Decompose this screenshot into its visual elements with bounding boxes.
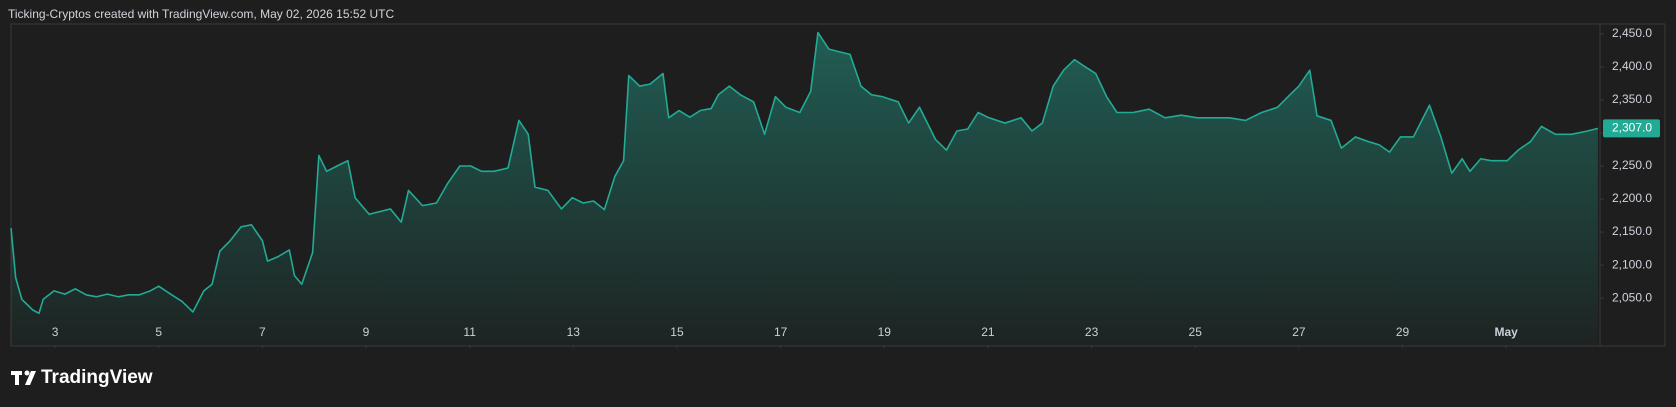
brand-name: TradingView [41,367,153,388]
y-tick-label: 2,350.0 [1612,92,1652,106]
y-tick-label: 2,050.0 [1612,290,1652,304]
last-price-label: 2,307.0 [1612,121,1652,135]
y-tick-label: 2,400.0 [1612,59,1652,73]
y-tick-label: 2,250.0 [1612,158,1652,172]
y-tick-label: 2,150.0 [1612,224,1652,238]
chart-title: Ticking-Cryptos created with TradingView… [8,7,395,21]
y-tick-label: 2,450.0 [1612,26,1652,40]
area-fill [11,32,1598,346]
brand-logo [11,370,36,385]
price-line [10,31,1599,315]
y-tick-label: 2,200.0 [1612,191,1652,205]
y-tick-label: 2,100.0 [1612,257,1652,271]
chart-frame [10,23,1666,347]
last-price-box [1603,119,1660,138]
